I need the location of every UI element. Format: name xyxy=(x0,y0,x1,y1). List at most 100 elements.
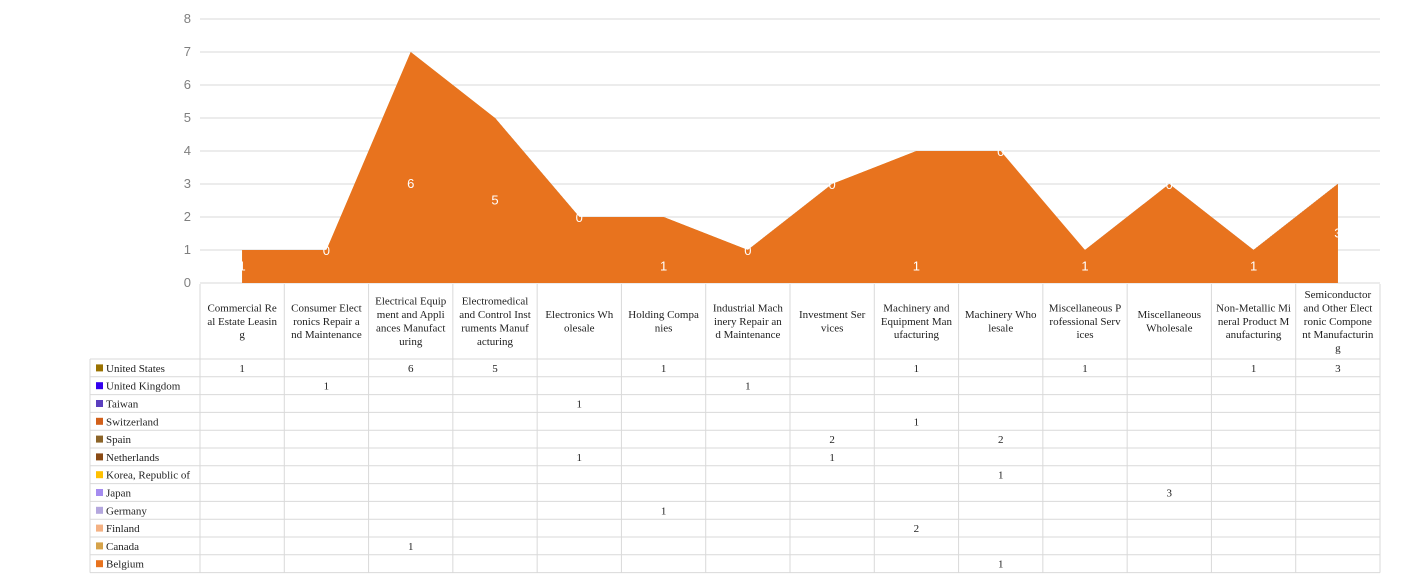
category-label: nies xyxy=(655,323,673,335)
y-tick-label: 0 xyxy=(184,275,191,290)
legend-key xyxy=(96,560,103,568)
table-cell-value: 2 xyxy=(829,434,835,446)
table-cell-value: 1 xyxy=(1082,363,1088,375)
table-cell-value: 1 xyxy=(577,452,583,464)
table-cell-value: 1 xyxy=(998,559,1004,571)
category-label: and Control Inst xyxy=(459,309,531,321)
data-label: 5 xyxy=(491,193,498,208)
series-label: Japan xyxy=(106,488,132,500)
y-tick-label: 2 xyxy=(184,209,191,224)
legend-key xyxy=(96,489,103,496)
category-label: g xyxy=(239,329,245,341)
data-label: 0 xyxy=(744,243,751,258)
data-label: 0 xyxy=(576,210,583,225)
legend-key xyxy=(96,400,103,407)
table-cell-value: 6 xyxy=(408,363,414,375)
table-cell-value: 1 xyxy=(239,363,245,375)
y-tick-label: 3 xyxy=(184,176,191,191)
series-label: Germany xyxy=(106,505,147,517)
table-cell-value: 1 xyxy=(745,381,751,393)
data-label: 1 xyxy=(660,259,667,274)
category-label: Miscellaneous P xyxy=(1049,302,1121,314)
table-cell-value: 3 xyxy=(1167,488,1173,500)
category-label: d Maintenance xyxy=(715,329,780,341)
category-label: rofessional Serv xyxy=(1049,316,1121,328)
category-label: nd Maintenance xyxy=(291,329,362,341)
area-belgium xyxy=(242,52,1338,283)
data-label: 1 xyxy=(239,259,246,274)
legend-key xyxy=(96,364,103,372)
category-label: Commercial Re xyxy=(207,302,276,314)
legend-key xyxy=(96,524,103,532)
y-tick-label: 8 xyxy=(184,11,191,26)
category-label: anufacturing xyxy=(1226,329,1282,341)
table-cell-value: 1 xyxy=(998,470,1004,482)
data-label: 1 xyxy=(913,259,920,274)
category-label: Machinery Who xyxy=(965,309,1037,321)
category-label: olesale xyxy=(564,323,595,335)
area-series xyxy=(242,52,1338,283)
category-label: Miscellaneous xyxy=(1138,309,1202,321)
series-label: Netherlands xyxy=(106,452,159,464)
table-cell-value: 5 xyxy=(492,363,498,375)
category-label: ronics Repair a xyxy=(293,316,360,328)
data-label: 0 xyxy=(1166,177,1173,192)
y-tick-label: 7 xyxy=(184,44,191,59)
category-label: lesale xyxy=(988,323,1013,335)
table-cell-value: 1 xyxy=(661,505,667,517)
data-labels: 1 0 6 5 0 1 0 0 1 0 1 0 1 3 xyxy=(239,144,1342,274)
category-label: Electrical Equip xyxy=(375,296,447,308)
category-label: ices xyxy=(1076,329,1093,341)
table-cell-value: 1 xyxy=(914,363,920,375)
category-label: Industrial Mach xyxy=(713,302,783,314)
category-label: acturing xyxy=(477,336,514,348)
table-cell-value: 1 xyxy=(408,541,414,553)
series-label: Belgium xyxy=(106,559,144,571)
category-label: Holding Compa xyxy=(628,309,699,321)
category-label: Non-Metallic Mi xyxy=(1216,302,1291,314)
y-tick-label: 5 xyxy=(184,110,191,125)
legend-key xyxy=(96,417,103,425)
legend-key xyxy=(96,542,103,550)
category-label: and Other Elect xyxy=(1303,302,1372,314)
category-label: vices xyxy=(821,323,844,335)
legend-key xyxy=(96,471,103,479)
category-label: Equipment Man xyxy=(881,316,953,328)
legend-key xyxy=(96,435,103,443)
table-cell-value: 2 xyxy=(914,523,920,535)
legend-key xyxy=(96,506,103,514)
series-label: Spain xyxy=(106,434,132,446)
category-label: ment and Appli xyxy=(377,309,445,321)
category-label: Wholesale xyxy=(1146,323,1193,335)
data-label: 0 xyxy=(323,243,330,258)
category-label: Machinery and xyxy=(883,302,950,314)
data-label: 0 xyxy=(997,144,1004,159)
y-axis: 0 1 2 3 4 5 6 7 8 xyxy=(184,11,191,290)
table-cell-value: 2 xyxy=(998,434,1004,446)
data-label: 0 xyxy=(829,177,836,192)
series-label: Switzerland xyxy=(106,416,159,428)
table-cell-value: 1 xyxy=(577,399,583,411)
category-label: ruments Manuf xyxy=(461,323,529,335)
category-label: ufacturing xyxy=(894,329,940,341)
category-label: Semiconductor xyxy=(1305,289,1372,301)
data-label: 1 xyxy=(1250,259,1257,274)
series-label: United Kingdom xyxy=(106,381,181,393)
category-label: nt Manufacturin xyxy=(1302,329,1374,341)
category-label: neral Product M xyxy=(1218,316,1290,328)
category-label: uring xyxy=(399,336,423,348)
table-cell-value: 1 xyxy=(324,381,330,393)
y-tick-label: 1 xyxy=(184,242,191,257)
legend-key xyxy=(96,453,103,461)
table-cell-value: 1 xyxy=(829,452,835,464)
y-tick-label: 6 xyxy=(184,77,191,92)
table-cell-value: 1 xyxy=(1251,363,1257,375)
table-cell-value: 3 xyxy=(1335,363,1341,375)
legend-key xyxy=(96,382,103,390)
category-label: Electromedical xyxy=(462,296,529,308)
category-label: g xyxy=(1335,343,1341,355)
y-tick-label: 4 xyxy=(184,143,191,158)
series-label: United States xyxy=(106,363,165,375)
data-label: 3 xyxy=(1334,226,1341,241)
